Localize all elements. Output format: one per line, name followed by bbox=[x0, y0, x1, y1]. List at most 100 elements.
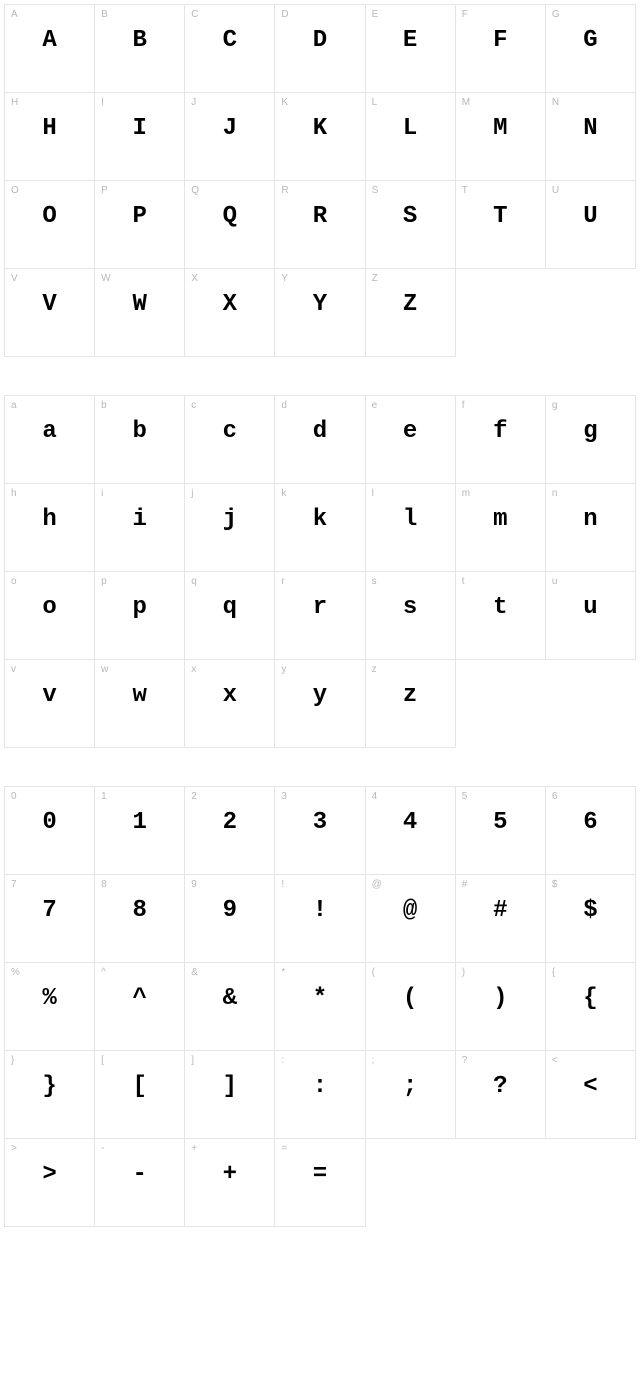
glyph-cell: VV bbox=[5, 269, 95, 357]
glyph-label: $ bbox=[552, 879, 558, 890]
glyph-label: Q bbox=[191, 185, 199, 196]
glyph-label: M bbox=[462, 97, 470, 108]
glyph-label: L bbox=[372, 97, 378, 108]
glyph-label: < bbox=[552, 1055, 558, 1066]
glyph-cell: ZZ bbox=[366, 269, 456, 357]
glyph-display: ; bbox=[366, 1073, 455, 1100]
glyph-display: w bbox=[95, 682, 184, 709]
glyph-cell: {{ bbox=[546, 963, 636, 1051]
glyph-cell: @@ bbox=[366, 875, 456, 963]
glyph-display: ? bbox=[456, 1073, 545, 1100]
glyph-cell: [[ bbox=[95, 1051, 185, 1139]
glyph-display: - bbox=[95, 1161, 184, 1188]
glyph-label: ! bbox=[281, 879, 284, 890]
glyph-display: = bbox=[275, 1161, 364, 1188]
glyph-cell: ?? bbox=[456, 1051, 546, 1139]
glyph-label: K bbox=[281, 97, 288, 108]
glyph-cell: UU bbox=[546, 181, 636, 269]
glyph-cell: JJ bbox=[185, 93, 275, 181]
glyph-display: # bbox=[456, 897, 545, 924]
glyph-cell: aa bbox=[5, 396, 95, 484]
glyph-label: : bbox=[281, 1055, 284, 1066]
glyph-display: l bbox=[366, 506, 455, 533]
glyph-label: T bbox=[462, 185, 468, 196]
glyph-cell: 00 bbox=[5, 787, 95, 875]
glyph-label: 2 bbox=[191, 791, 197, 802]
glyph-display: 4 bbox=[366, 809, 455, 836]
glyph-display: % bbox=[5, 985, 94, 1012]
glyph-label: A bbox=[11, 9, 18, 20]
glyph-grid: AABBCCDDEEFFGGHHIIJJKKLLMMNNOOPPQQRRSSTT… bbox=[4, 4, 636, 357]
glyph-display: p bbox=[95, 594, 184, 621]
glyph-display: N bbox=[546, 115, 635, 142]
glyph-label: v bbox=[11, 664, 16, 675]
glyph-label: f bbox=[462, 400, 465, 411]
glyph-display: L bbox=[366, 115, 455, 142]
glyph-cell: 77 bbox=[5, 875, 95, 963]
glyph-display: 9 bbox=[185, 897, 274, 924]
glyph-display: K bbox=[275, 115, 364, 142]
glyph-display: Z bbox=[366, 291, 455, 318]
glyph-display: 0 bbox=[5, 809, 94, 836]
glyph-display: E bbox=[366, 27, 455, 54]
glyph-display: o bbox=[5, 594, 94, 621]
glyph-cell: ll bbox=[366, 484, 456, 572]
glyph-cell: AA bbox=[5, 5, 95, 93]
glyph-cell: }} bbox=[5, 1051, 95, 1139]
glyph-cell: ++ bbox=[185, 1139, 275, 1227]
character-map: AABBCCDDEEFFGGHHIIJJKKLLMMNNOOPPQQRRSSTT… bbox=[4, 4, 636, 1227]
glyph-display: X bbox=[185, 291, 274, 318]
glyph-label: V bbox=[11, 273, 18, 284]
glyph-display: B bbox=[95, 27, 184, 54]
glyph-display: @ bbox=[366, 897, 455, 924]
glyph-cell: ww bbox=[95, 660, 185, 748]
glyph-cell: yy bbox=[275, 660, 365, 748]
glyph-display: W bbox=[95, 291, 184, 318]
glyph-label: d bbox=[281, 400, 287, 411]
glyph-label: x bbox=[191, 664, 196, 675]
glyph-display: x bbox=[185, 682, 274, 709]
glyph-display: G bbox=[546, 27, 635, 54]
glyph-label: w bbox=[101, 664, 108, 675]
glyph-label: > bbox=[11, 1143, 17, 1154]
glyph-cell: XX bbox=[185, 269, 275, 357]
glyph-display: < bbox=[546, 1073, 635, 1100]
glyph-cell: >> bbox=[5, 1139, 95, 1227]
glyph-display: H bbox=[5, 115, 94, 142]
glyph-cell: OO bbox=[5, 181, 95, 269]
glyph-cell: FF bbox=[456, 5, 546, 93]
glyph-display: z bbox=[366, 682, 455, 709]
glyph-label: r bbox=[281, 576, 284, 587]
glyph-cell: zz bbox=[366, 660, 456, 748]
glyph-label: { bbox=[552, 967, 555, 978]
glyph-label: b bbox=[101, 400, 107, 411]
glyph-cell: vv bbox=[5, 660, 95, 748]
glyph-label: j bbox=[191, 488, 193, 499]
glyph-label: z bbox=[372, 664, 377, 675]
glyph-cell: bb bbox=[95, 396, 185, 484]
glyph-display: } bbox=[5, 1073, 94, 1100]
glyph-display: $ bbox=[546, 897, 635, 924]
glyph-display: 6 bbox=[546, 809, 635, 836]
glyph-display: 8 bbox=[95, 897, 184, 924]
glyph-display: j bbox=[185, 506, 274, 533]
glyph-display: : bbox=[275, 1073, 364, 1100]
glyph-label: @ bbox=[372, 879, 382, 890]
glyph-label: g bbox=[552, 400, 558, 411]
glyph-display: y bbox=[275, 682, 364, 709]
glyph-cell: 11 bbox=[95, 787, 185, 875]
glyph-display: g bbox=[546, 418, 635, 445]
glyph-cell: nn bbox=[546, 484, 636, 572]
glyph-label: h bbox=[11, 488, 17, 499]
glyph-cell: RR bbox=[275, 181, 365, 269]
glyph-cell: )) bbox=[456, 963, 546, 1051]
glyph-display: v bbox=[5, 682, 94, 709]
glyph-label: o bbox=[11, 576, 17, 587]
glyph-label: N bbox=[552, 97, 559, 108]
glyph-grid: aabbccddeeffgghhiijjkkllmmnnooppqqrrsstt… bbox=[4, 395, 636, 748]
empty-cell bbox=[546, 269, 636, 357]
glyph-cell: ff bbox=[456, 396, 546, 484]
glyph-label: * bbox=[281, 967, 285, 978]
glyph-cell: qq bbox=[185, 572, 275, 660]
glyph-display: Y bbox=[275, 291, 364, 318]
